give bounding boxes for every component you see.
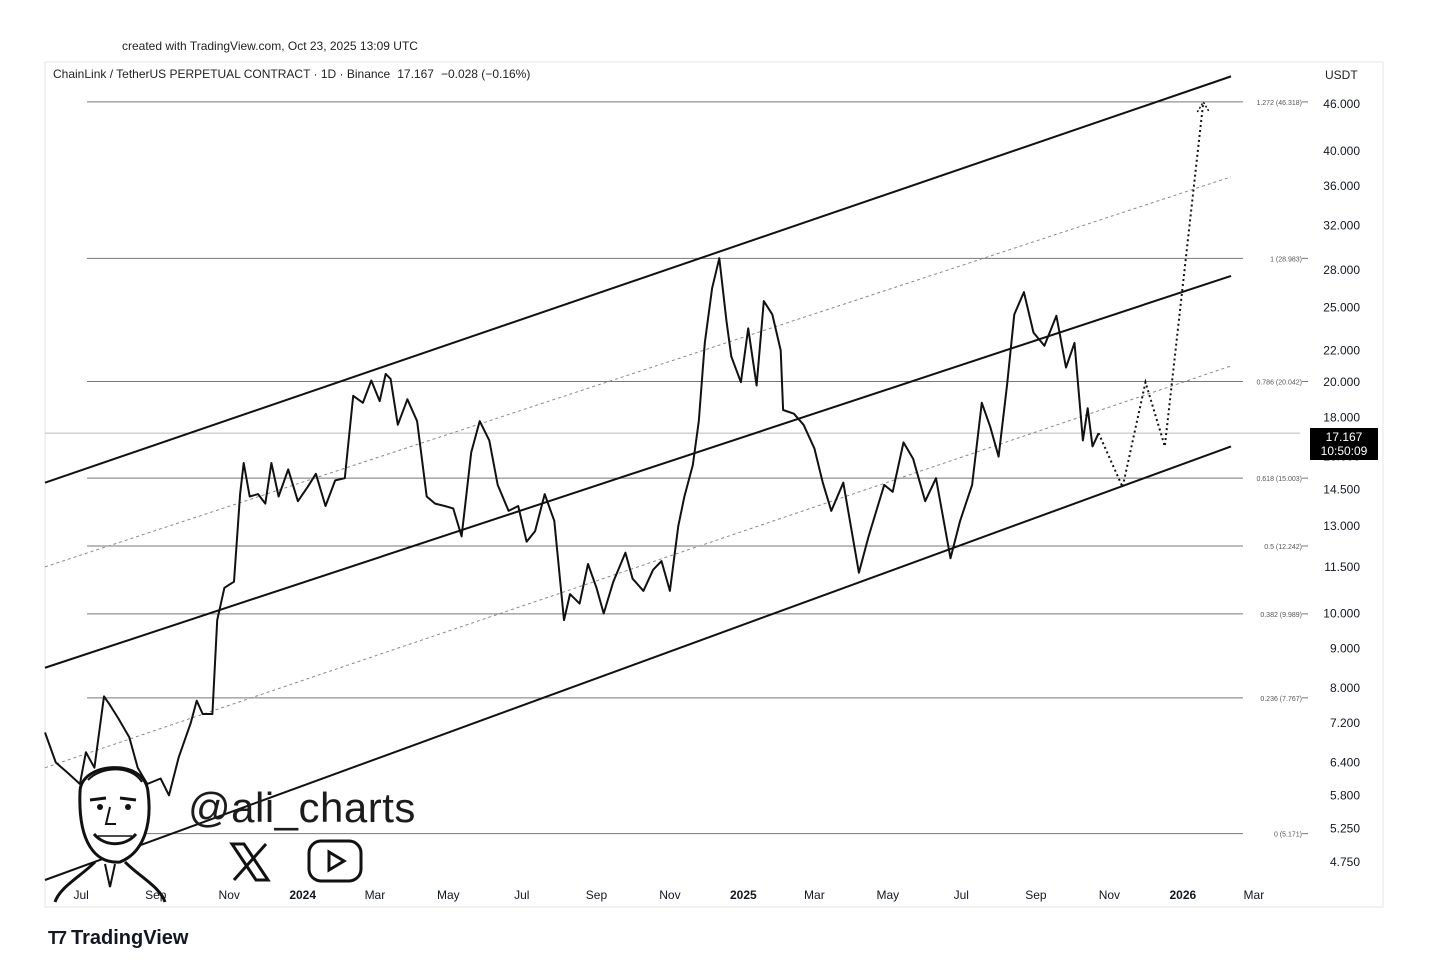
fib-level-label: 1.272 (46.318) [1256, 100, 1302, 107]
symbol-name: ChainLink / TetherUS PERPETUAL CONTRACT … [53, 67, 391, 81]
x-tick-label: Sep [145, 888, 167, 902]
channel-line [44, 75, 1232, 484]
y-tick-label: 10.000 [1323, 607, 1360, 621]
tradingview-wordmark: TradingView [71, 927, 189, 949]
x-tick-label: Sep [586, 888, 608, 902]
x-tick-label: Mar [804, 888, 825, 902]
fib-level-label: 0 (5.171) [1274, 832, 1302, 839]
y-tick-label: 40.000 [1323, 144, 1360, 158]
channel-line [44, 445, 1232, 881]
fib-level-label: 0.786 (20.042) [1256, 379, 1302, 386]
x-tick-label: May [877, 888, 900, 902]
y-tick-label: 5.250 [1330, 822, 1360, 836]
fib-level-label: 0.5 (12.242) [1264, 544, 1302, 551]
x-tick-label: Jul [514, 888, 529, 902]
y-tick-label: 13.000 [1323, 519, 1360, 533]
currency-label: USDT [1325, 68, 1358, 82]
fib-level-label: 0.236 (7.767) [1260, 696, 1302, 703]
channel-midline [44, 365, 1232, 769]
symbol-header: ChainLink / TetherUS PERPETUAL CONTRACT … [53, 67, 537, 81]
x-tick-label: May [437, 888, 460, 902]
x-tick-label: Mar [1244, 888, 1265, 902]
y-tick-label: 36.000 [1323, 179, 1360, 193]
x-tick-label: 2024 [289, 888, 316, 902]
y-tick-label: 5.800 [1330, 788, 1360, 802]
tradingview-logo-icon: T7 [48, 928, 67, 948]
x-logo-icon [229, 842, 271, 882]
y-tick-label: 4.750 [1330, 855, 1360, 869]
y-tick-label: 11.500 [1324, 560, 1360, 574]
x-tick-label: Jul [954, 888, 969, 902]
last-price: 17.167 [397, 67, 434, 81]
last-price-tag: 17.167 10:50:09 [1310, 428, 1378, 460]
x-tick-label: 2026 [1169, 888, 1196, 902]
tradingview-logo: T7 TradingView [48, 927, 188, 950]
created-with-label: created with TradingView.com, Oct 23, 20… [122, 39, 418, 53]
y-tick-label: 8.000 [1330, 681, 1360, 695]
fib-level-label: 0.382 (9.989) [1260, 612, 1302, 619]
x-tick-label: Mar [365, 888, 386, 902]
y-tick-label: 9.000 [1330, 642, 1360, 656]
price-series-line [44, 257, 1100, 797]
y-tick-label: 14.500 [1323, 483, 1360, 497]
y-tick-label: 6.400 [1330, 755, 1360, 769]
price-change: −0.028 (−0.16%) [440, 67, 531, 81]
fib-level-label: 0.618 (15.003) [1256, 476, 1302, 483]
youtube-play-icon [307, 839, 363, 883]
x-tick-label: 2025 [730, 888, 757, 902]
y-tick-label: 7.200 [1330, 716, 1360, 730]
y-tick-label: 46.000 [1323, 97, 1360, 111]
fib-level-label: 1 (28.983) [1270, 256, 1302, 263]
plot-frame [44, 61, 1384, 908]
x-tick-label: Sep [1025, 888, 1047, 902]
avatar-caricature [53, 766, 167, 903]
x-tick-label: Nov [1099, 888, 1120, 902]
y-tick-label: 25.000 [1323, 301, 1360, 315]
projection-path [1097, 101, 1205, 491]
y-tick-label: 32.000 [1323, 218, 1360, 232]
last-price-tag-value: 17.167 [1325, 430, 1363, 444]
author-handle: @ali_charts [188, 784, 416, 831]
x-tick-label: Nov [219, 888, 240, 902]
y-tick-label: 20.000 [1323, 375, 1360, 389]
x-tick-label: Nov [659, 888, 680, 902]
candle-countdown: 10:50:09 [1320, 444, 1368, 458]
y-tick-label: 28.000 [1323, 263, 1360, 277]
y-tick-label: 18.000 [1323, 410, 1360, 424]
channel-midline [44, 176, 1232, 568]
y-tick-label: 22.000 [1323, 343, 1360, 357]
x-tick-label: Jul [73, 888, 88, 902]
channel-line [44, 274, 1232, 669]
